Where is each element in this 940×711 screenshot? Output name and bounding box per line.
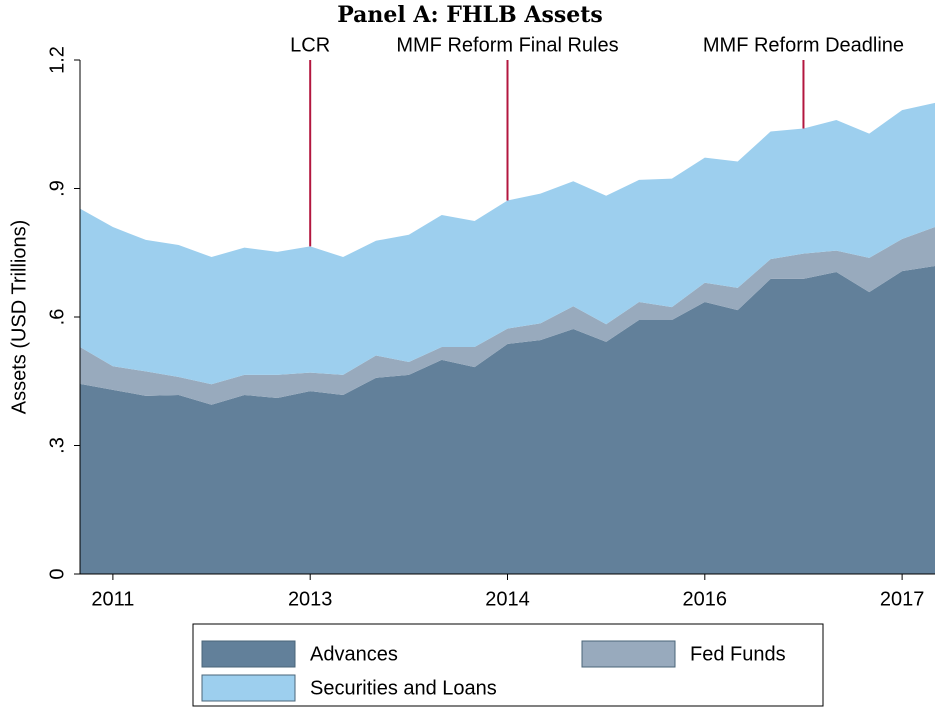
legend-swatch bbox=[201, 674, 296, 702]
legend-swatch bbox=[201, 640, 296, 668]
y-tick-label: 0 bbox=[46, 568, 68, 579]
annotation-label: LCR bbox=[290, 34, 330, 56]
x-tick-label: 2014 bbox=[485, 588, 530, 610]
legend-label: Securities and Loans bbox=[310, 677, 497, 699]
x-tick-label: 2016 bbox=[683, 588, 728, 610]
y-tick-label: .9 bbox=[46, 180, 68, 197]
area bbox=[80, 102, 935, 385]
y-axis-label: Assets (USD Trillions) bbox=[8, 220, 30, 414]
legend-label: Advances bbox=[310, 643, 398, 665]
area bbox=[80, 266, 935, 574]
legend-swatch bbox=[581, 640, 676, 668]
chart-title: Panel A: FHLB Assets bbox=[337, 2, 603, 28]
area bbox=[80, 227, 935, 405]
annotation-label: MMF Reform Final Rules bbox=[396, 34, 618, 56]
y-tick-label: .6 bbox=[46, 309, 68, 326]
legend-box bbox=[192, 623, 824, 707]
x-tick-label: 2013 bbox=[288, 588, 333, 610]
y-tick-label: 1.2 bbox=[46, 46, 68, 74]
x-tick-label: 2017 bbox=[880, 588, 925, 610]
annotation-label: MMF Reform Deadline bbox=[703, 34, 904, 56]
legend-label: Fed Funds bbox=[690, 643, 786, 665]
y-tick-label: .3 bbox=[46, 437, 68, 454]
x-tick-label: 2011 bbox=[91, 588, 134, 610]
